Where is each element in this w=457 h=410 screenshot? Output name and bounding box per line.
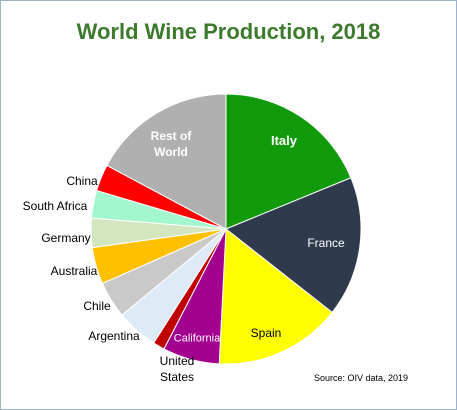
chart-title: World Wine Production, 2018 [76, 19, 381, 44]
slice-label: Chile [83, 298, 111, 313]
slice-label: Germany [41, 230, 91, 245]
slice-label: Rest of World [150, 128, 192, 159]
slice-label: California [173, 332, 221, 345]
slice-label: Argentina [88, 328, 140, 343]
slice-label: China [66, 173, 98, 188]
pie-slice [225, 177, 362, 314]
pie-slice [225, 93, 352, 230]
pie-slice [218, 228, 333, 365]
slice-label: South Africa [22, 198, 88, 213]
pie-slice [106, 93, 227, 230]
source-note: Source: OIV data, 2019 [313, 373, 408, 383]
slice-label: Spain [250, 325, 282, 340]
slice-label: Italy [270, 133, 298, 149]
slice-label: France [307, 235, 345, 250]
slice-label: Australia [50, 263, 98, 278]
slice-label: United States [159, 353, 195, 384]
